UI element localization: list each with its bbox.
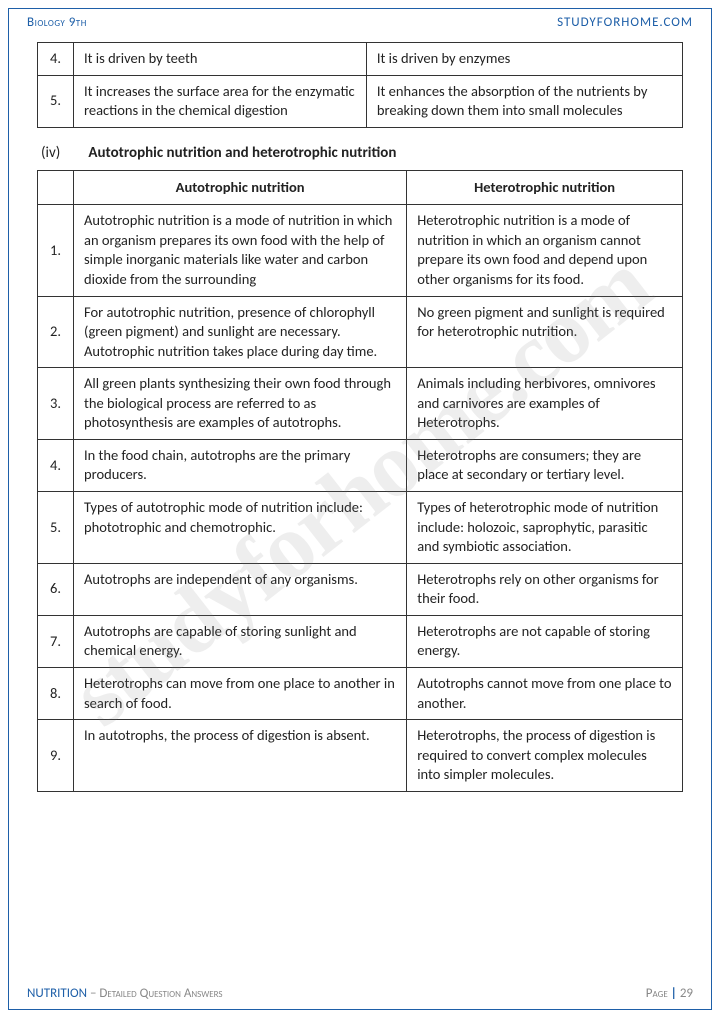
cell-right: Heterotrophic nutrition is a mode of nut… <box>407 205 683 296</box>
table-row: 4. It is driven by teeth It is driven by… <box>38 43 683 76</box>
section-roman: (iv) <box>41 144 85 162</box>
row-number: 3. <box>38 368 74 440</box>
row-number: 6. <box>38 563 74 615</box>
table-row: 5.Types of autotrophic mode of nutrition… <box>38 492 683 564</box>
cell-right: Animals including herbivores, omnivores … <box>407 368 683 440</box>
table-header-row: Autotrophic nutrition Heterotrophic nutr… <box>38 170 683 205</box>
cell-left: Autotrophs are capable of storing sunlig… <box>74 615 407 667</box>
cell-right: Heterotrophs rely on other organisms for… <box>407 563 683 615</box>
table-row: 4.In the food chain, autotrophs are the … <box>38 439 683 491</box>
table-row: 3.All green plants synthesizing their ow… <box>38 368 683 440</box>
cell-left: Heterotrophs can move from one place to … <box>74 667 407 719</box>
footer-page: Page | 29 <box>646 986 693 1001</box>
cell-right: Autotrophs cannot move from one place to… <box>407 667 683 719</box>
header-subject: Biology 9th <box>27 15 87 30</box>
page-content: 4. It is driven by teeth It is driven by… <box>9 34 711 792</box>
cell-right: It is driven by enzymes <box>366 43 682 76</box>
page-frame: studyforhome.com Biology 9th STUDYFORHOM… <box>8 8 712 1010</box>
cell-left: All green plants synthesizing their own … <box>74 368 407 440</box>
table-row: 2.For autotrophic nutrition, presence of… <box>38 296 683 368</box>
footer-chapter: NUTRITION – Detailed Question Answers <box>27 986 223 1001</box>
row-number: 9. <box>38 720 74 792</box>
cell-right: Heterotrophs are not capable of storing … <box>407 615 683 667</box>
cell-left: Autotrophs are independent of any organi… <box>74 563 407 615</box>
header-blank <box>38 170 74 205</box>
row-number: 1. <box>38 205 74 296</box>
row-number: 5. <box>38 492 74 564</box>
cell-left: It increases the surface area for the en… <box>74 75 367 127</box>
footer-page-number: 29 <box>680 986 693 1001</box>
row-number: 5. <box>38 75 74 127</box>
header-heterotrophic: Heterotrophic nutrition <box>407 170 683 205</box>
cell-right: No green pigment and sunlight is require… <box>407 296 683 368</box>
cell-right: Heterotrophs are consumers; they are pla… <box>407 439 683 491</box>
section-heading: (iv) Autotrophic nutrition and heterotro… <box>41 144 683 162</box>
cell-left: Autotrophic nutrition is a mode of nutri… <box>74 205 407 296</box>
footer-chapter-name: NUTRITION <box>27 986 87 1001</box>
header-site: STUDYFORHOME.COM <box>557 15 693 30</box>
row-number: 2. <box>38 296 74 368</box>
table-comparison: Autotrophic nutrition Heterotrophic nutr… <box>37 170 683 792</box>
cell-left: In the food chain, autotrophs are the pr… <box>74 439 407 491</box>
row-number: 7. <box>38 615 74 667</box>
footer-page-label: Page <box>646 986 671 1001</box>
page-footer: NUTRITION – Detailed Question Answers Pa… <box>9 978 711 1009</box>
table-top: 4. It is driven by teeth It is driven by… <box>37 42 683 128</box>
cell-left: It is driven by teeth <box>74 43 367 76</box>
cell-right: Heterotrophs, the process of digestion i… <box>407 720 683 792</box>
table-row: 1.Autotrophic nutrition is a mode of nut… <box>38 205 683 296</box>
table-row: 8.Heterotrophs can move from one place t… <box>38 667 683 719</box>
cell-left: In autotrophs, the process of digestion … <box>74 720 407 792</box>
section-title-text: Autotrophic nutrition and heterotrophic … <box>88 144 396 162</box>
table-row: 9.In autotrophs, the process of digestio… <box>38 720 683 792</box>
cell-left: Types of autotrophic mode of nutrition i… <box>74 492 407 564</box>
footer-bar-icon: | <box>671 986 677 1001</box>
table-row: 5. It increases the surface area for the… <box>38 75 683 127</box>
table-row: 7.Autotrophs are capable of storing sunl… <box>38 615 683 667</box>
header-autotrophic: Autotrophic nutrition <box>74 170 407 205</box>
cell-right: Types of heterotrophic mode of nutrition… <box>407 492 683 564</box>
page-header: Biology 9th STUDYFORHOME.COM <box>9 9 711 34</box>
row-number: 4. <box>38 439 74 491</box>
row-number: 8. <box>38 667 74 719</box>
table-row: 6.Autotrophs are independent of any orga… <box>38 563 683 615</box>
cell-left: For autotrophic nutrition, presence of c… <box>74 296 407 368</box>
row-number: 4. <box>38 43 74 76</box>
cell-right: It enhances the absorption of the nutrie… <box>366 75 682 127</box>
footer-subtitle: – Detailed Question Answers <box>87 986 223 1001</box>
